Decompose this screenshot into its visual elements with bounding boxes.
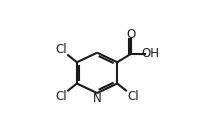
Text: Cl: Cl xyxy=(127,90,139,103)
Text: OH: OH xyxy=(142,47,160,60)
Text: N: N xyxy=(93,92,101,105)
Text: Cl: Cl xyxy=(55,43,67,56)
Text: Cl: Cl xyxy=(55,90,67,103)
Text: O: O xyxy=(126,28,136,41)
